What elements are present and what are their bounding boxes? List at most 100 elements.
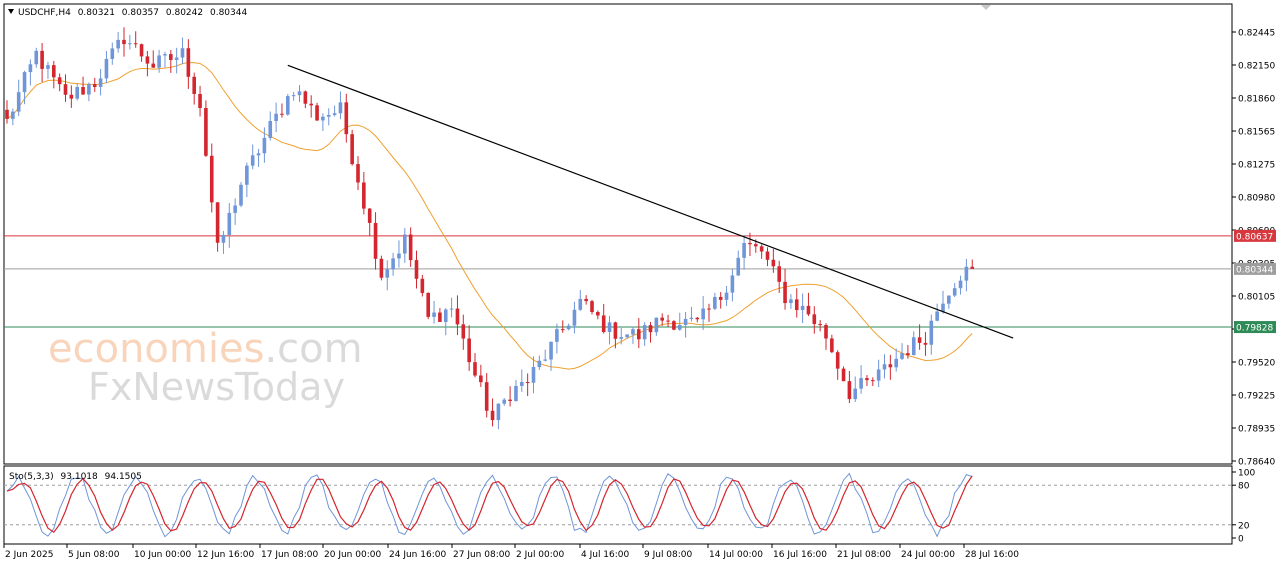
candle-body-76	[449, 308, 454, 310]
stochastic-header: Sto(5,3,3) 93.1018 94.1505	[9, 472, 142, 482]
time-tick-label-15: 28 Jul 16:00	[965, 550, 1019, 560]
candle-body-69	[408, 234, 413, 261]
candle-body-161	[947, 295, 951, 304]
level-label-1: 0.80344	[1236, 265, 1273, 275]
candle-body-49	[291, 95, 296, 97]
time-tick-label-2: 10 Jun 00:00	[134, 550, 191, 560]
candle-body-34	[204, 108, 208, 156]
watermark: economies.com FxNewsToday	[48, 326, 363, 409]
candle-body-148	[871, 380, 875, 382]
candle-body-106	[625, 334, 629, 338]
candle-body-25	[151, 63, 156, 68]
stochastic-layer	[4, 472, 1232, 538]
collapse-triangle-icon[interactable]	[8, 9, 14, 14]
candle-body-129	[759, 246, 764, 252]
price-tick-label-0: 0.82445	[1238, 29, 1275, 39]
svg-text:USDCHF,H4 0.80321: USDCHF,H4 0.80321 0.80357 0.80242 0.8034…	[18, 8, 247, 18]
levels-layer	[4, 235, 1232, 328]
candle-body-5	[34, 50, 39, 65]
candle-body-149	[876, 369, 881, 381]
main-panel-frame	[3, 3, 1233, 465]
level-tag-2	[1234, 321, 1276, 334]
candle-body-92	[543, 359, 547, 361]
header-symbol: USDCHF,H4	[18, 8, 71, 18]
candle-body-138	[812, 314, 817, 325]
header-open: 0.80321	[78, 8, 115, 18]
time-tick-label-12: 16 Jul 16:00	[773, 550, 827, 560]
candle-body-142	[835, 352, 840, 369]
candle-body-72	[426, 292, 430, 317]
candle-body-110	[648, 325, 653, 333]
candle-body-54	[321, 116, 325, 121]
candle-body-137	[806, 305, 811, 315]
candle-body-117	[689, 317, 694, 319]
header-close: 0.80344	[210, 8, 247, 18]
candle-body-43	[256, 153, 261, 156]
candle-body-141	[830, 338, 834, 353]
candle-body-12	[75, 87, 79, 99]
candle-body-157	[923, 342, 928, 345]
candle-body-103	[607, 322, 612, 333]
candle-body-21	[128, 43, 132, 45]
candle-body-152	[894, 358, 898, 368]
candle-body-44	[262, 137, 267, 154]
candle-body-87	[514, 385, 518, 401]
candle-body-10	[63, 84, 68, 95]
candle-body-42	[250, 155, 255, 166]
candle-body-109	[642, 325, 647, 340]
candle-body-144	[847, 381, 852, 400]
candle-body-133	[783, 281, 787, 304]
trendline[interactable]	[287, 64, 1014, 339]
candle-body-41	[245, 165, 249, 185]
stochastic-axis: 100 80 20 0	[1232, 469, 1255, 545]
candle-body-65	[385, 269, 390, 278]
stochastic-tick-label-2: 20	[1238, 521, 1250, 531]
candle-body-20	[122, 39, 126, 45]
candle-body-68	[403, 234, 407, 254]
candle-body-8	[52, 65, 56, 78]
time-tick-label-13: 21 Jul 08:00	[837, 550, 891, 560]
candle-body-39	[233, 205, 237, 213]
candle-body-7	[46, 65, 50, 69]
candle-body-37	[221, 234, 226, 243]
candle-body-22	[133, 43, 138, 45]
price-tick-label-13: 0.78640	[1238, 458, 1275, 468]
candle-body-119	[701, 308, 705, 320]
candle-body-3	[22, 72, 27, 93]
candle-body-145	[853, 388, 858, 400]
candle-body-120	[707, 308, 711, 310]
candle-body-6	[40, 50, 44, 69]
chart-shift-marker-icon[interactable]	[981, 5, 991, 10]
candle-body-158	[929, 320, 934, 345]
candle-body-94	[555, 329, 559, 342]
candle-body-73	[432, 312, 436, 317]
candle-body-50	[297, 91, 302, 96]
candle-body-153	[900, 353, 904, 359]
chart-header: USDCHF,H4 0.80321 0.80357 0.80242 0.8034…	[8, 8, 247, 18]
candle-body-102	[601, 315, 606, 333]
candle-body-48	[286, 96, 290, 115]
candle-body-62	[367, 208, 372, 223]
candle-body-134	[789, 299, 793, 304]
candle-body-1	[11, 111, 15, 119]
candle-body-131	[771, 259, 776, 267]
candle-body-107	[631, 329, 635, 335]
level-tag-1	[1234, 262, 1276, 275]
price-tick-label-2: 0.81860	[1238, 95, 1275, 105]
candle-body-101	[596, 311, 600, 316]
candle-body-122	[718, 296, 723, 300]
candle-body-160	[941, 303, 945, 312]
candle-body-80	[473, 362, 477, 376]
level-label-2: 0.79828	[1236, 324, 1273, 334]
candle-body-57	[338, 102, 343, 114]
candle-body-125	[736, 257, 741, 276]
candle-body-27	[163, 54, 167, 56]
candle-body-95	[560, 329, 565, 331]
candle-body-99	[584, 298, 588, 302]
candle-body-139	[818, 324, 822, 326]
candle-body-4	[28, 64, 33, 73]
time-tick-label-5: 20 Jun 00:00	[324, 550, 381, 560]
candle-body-51	[303, 91, 308, 104]
candle-body-18	[110, 48, 115, 59]
